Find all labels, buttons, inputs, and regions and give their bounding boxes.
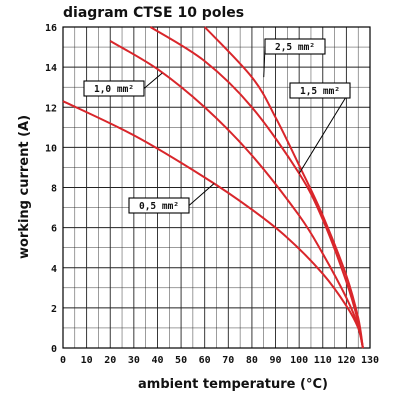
curve-1-0-mm: [109, 40, 364, 349]
x-tick-labels: 0 10 20 30 40 50 60 70 80 90 100 110 120 130: [60, 355, 379, 366]
x-axis-label: ambient temperature (°C): [138, 377, 328, 392]
y-tick-label: 4: [51, 264, 57, 275]
x-tick-label: 60: [199, 355, 211, 366]
x-tick-label: 80: [246, 355, 258, 366]
x-tick-label: 90: [270, 355, 282, 366]
plot-frame: [62, 26, 371, 349]
x-tick-label: 110: [314, 355, 332, 366]
x-tick-label: 120: [337, 355, 355, 366]
y-tick-label: 10: [45, 143, 57, 154]
x-tick-label: 50: [175, 355, 187, 366]
x-tick-label: 130: [361, 355, 379, 366]
x-tick-label: 10: [81, 355, 93, 366]
curve-1-5-mm: [149, 26, 364, 349]
callout-label-1-0-mm: 1,0 mm²: [94, 84, 134, 95]
callout-leader-1-5-mm: [298, 90, 351, 174]
y-tick-label: 8: [51, 184, 57, 195]
y-tick-labels: 0 2 4 6 8 10 12 14 16: [45, 23, 57, 355]
y-axis-label: working current (A): [17, 115, 32, 259]
x-tick-label: 20: [104, 355, 116, 366]
y-tick-label: 0: [51, 344, 57, 355]
y-tick-label: 14: [45, 63, 57, 74]
curve-2-5-mm: [203, 26, 364, 349]
curves: [62, 26, 364, 349]
y-tick-label: 2: [51, 304, 57, 315]
callout-box-1-0-mm: [83, 80, 145, 97]
y-tick-label: 12: [45, 103, 57, 114]
callout-box-2-5-mm: [264, 38, 326, 55]
callout-label-1-5-mm: 1,5 mm²: [300, 86, 340, 97]
callout-leader-0-5-mm: [188, 183, 215, 206]
callout-label-2-5-mm: 2,5 mm²: [275, 42, 315, 53]
x-tick-label: 40: [151, 355, 163, 366]
callout-leader-1-0-mm: [143, 72, 163, 89]
y-tick-label: 6: [51, 224, 57, 235]
grid: [62, 26, 371, 349]
callout-box-1-5-mm: [289, 82, 351, 99]
x-tick-label: 70: [222, 355, 234, 366]
y-tick-label: 16: [45, 23, 57, 34]
callout-box-0-5-mm: [128, 197, 190, 214]
x-tick-label: 0: [60, 355, 66, 366]
curve-0-5-mm: [62, 100, 364, 349]
callout-label-0-5-mm: 0,5 mm²: [139, 201, 179, 212]
callouts: 2,5 mm² 1,5 mm² 1,0 mm² 0,5 mm²: [83, 38, 351, 214]
x-tick-label: 30: [128, 355, 140, 366]
chart-title: diagram CTSE 10 poles: [63, 5, 244, 21]
x-tick-label: 100: [290, 355, 308, 366]
